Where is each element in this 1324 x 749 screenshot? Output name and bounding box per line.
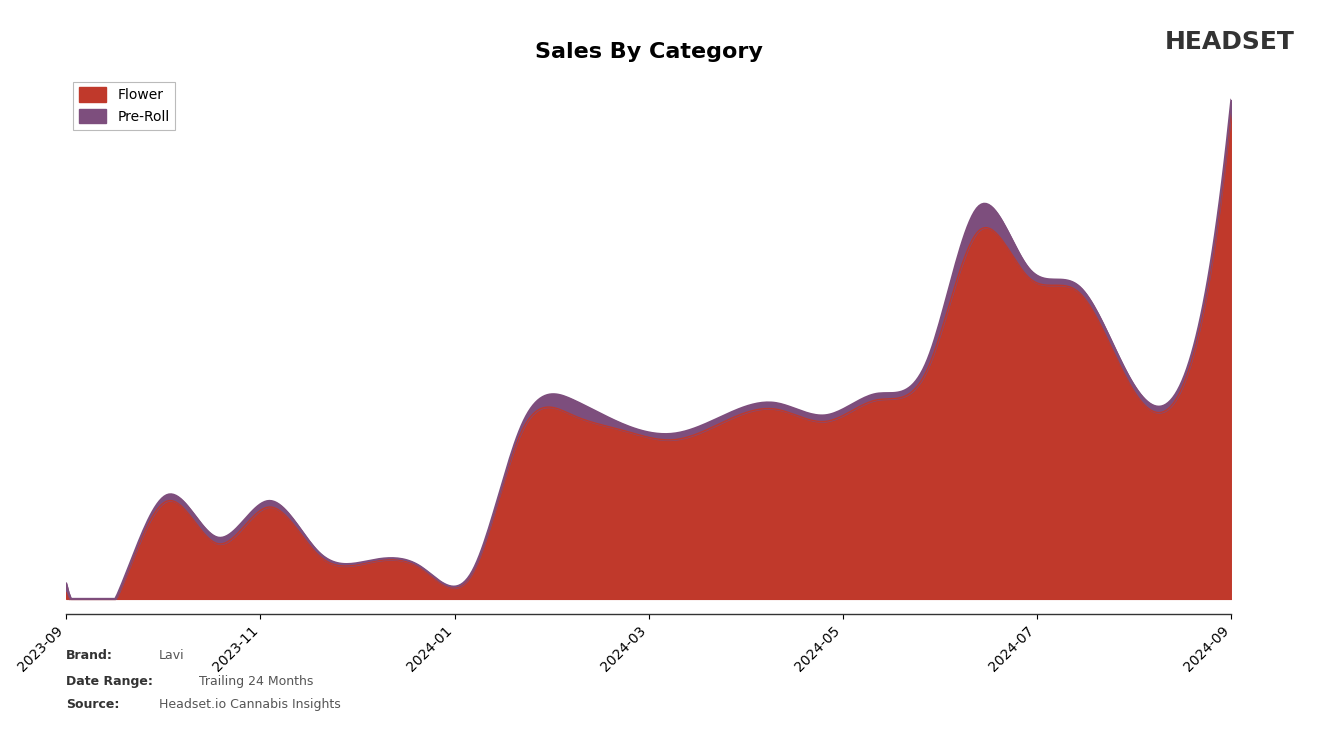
Text: HEADSET: HEADSET	[1165, 30, 1295, 54]
Title: Sales By Category: Sales By Category	[535, 42, 763, 62]
Text: Date Range:: Date Range:	[66, 676, 154, 688]
Text: Headset.io Cannabis Insights: Headset.io Cannabis Insights	[159, 698, 340, 711]
Text: Trailing 24 Months: Trailing 24 Months	[199, 676, 312, 688]
Text: Source:: Source:	[66, 698, 119, 711]
Text: Brand:: Brand:	[66, 649, 113, 662]
Text: Lavi: Lavi	[159, 649, 184, 662]
Legend: Flower, Pre-Roll: Flower, Pre-Roll	[73, 82, 175, 130]
